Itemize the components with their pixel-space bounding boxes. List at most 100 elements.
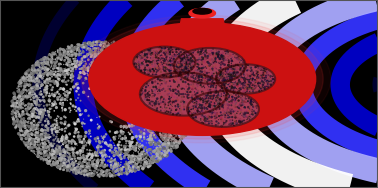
Point — [193, 68, 199, 71]
Point — [145, 95, 151, 98]
Point — [33, 103, 39, 106]
Point — [199, 104, 205, 107]
Point — [174, 69, 180, 72]
Point — [160, 137, 166, 140]
Point — [35, 131, 41, 134]
Point — [146, 73, 152, 76]
Point — [251, 109, 257, 112]
Point — [244, 90, 250, 93]
Point — [182, 87, 188, 90]
Point — [229, 56, 235, 59]
Point — [31, 143, 37, 146]
Point — [12, 127, 19, 130]
Point — [154, 151, 160, 154]
Point — [257, 86, 263, 89]
Point — [184, 102, 190, 105]
Point — [51, 61, 57, 64]
Point — [150, 59, 156, 62]
Point — [158, 141, 164, 144]
Point — [162, 151, 168, 154]
Point — [161, 74, 167, 77]
Point — [209, 107, 215, 110]
Point — [256, 68, 262, 71]
Point — [193, 111, 199, 114]
Point — [67, 91, 73, 94]
Point — [95, 68, 101, 71]
Point — [181, 82, 187, 85]
Point — [155, 157, 161, 160]
Point — [169, 95, 175, 98]
Point — [176, 81, 182, 84]
Point — [235, 75, 241, 78]
Point — [211, 60, 217, 63]
Point — [191, 106, 197, 109]
Point — [223, 68, 229, 71]
Point — [16, 113, 22, 116]
Point — [74, 83, 80, 86]
Point — [149, 103, 155, 106]
Point — [211, 93, 217, 96]
Point — [119, 89, 125, 92]
Point — [143, 86, 149, 89]
Point — [186, 114, 192, 117]
Point — [224, 74, 230, 77]
Point — [64, 136, 70, 139]
Point — [184, 53, 190, 56]
Point — [82, 167, 88, 170]
Point — [158, 70, 164, 73]
Point — [183, 63, 189, 66]
Point — [43, 70, 49, 73]
Point — [94, 74, 100, 77]
Point — [195, 80, 201, 83]
Point — [55, 138, 61, 141]
Point — [100, 82, 106, 85]
Point — [90, 44, 96, 47]
Point — [115, 161, 121, 164]
Point — [107, 172, 113, 175]
Point — [94, 55, 100, 58]
Point — [215, 102, 221, 105]
Point — [113, 149, 119, 152]
Point — [162, 66, 168, 69]
Point — [250, 84, 256, 87]
Point — [192, 76, 198, 79]
Point — [260, 86, 266, 89]
Point — [179, 115, 185, 118]
Point — [158, 97, 164, 100]
Point — [195, 81, 201, 84]
Point — [177, 107, 183, 110]
Point — [70, 47, 76, 50]
Point — [71, 161, 77, 164]
Point — [31, 79, 37, 82]
Point — [271, 79, 277, 82]
Point — [231, 92, 237, 95]
Point — [200, 97, 206, 100]
Point — [177, 97, 183, 100]
Point — [269, 75, 275, 78]
Point — [215, 122, 222, 125]
Point — [33, 64, 39, 67]
Point — [229, 85, 235, 88]
Point — [148, 143, 154, 146]
Point — [185, 61, 191, 64]
Point — [237, 82, 243, 85]
Point — [73, 65, 79, 68]
Point — [181, 115, 187, 118]
Point — [16, 97, 22, 100]
Point — [189, 105, 195, 108]
Point — [175, 69, 181, 72]
Point — [156, 143, 162, 146]
Point — [110, 49, 116, 52]
Point — [256, 76, 262, 79]
Point — [159, 82, 165, 85]
Point — [138, 53, 144, 56]
Point — [138, 55, 144, 58]
Point — [138, 152, 144, 155]
Point — [162, 72, 168, 75]
Point — [114, 60, 120, 63]
Point — [60, 155, 66, 158]
Point — [199, 108, 205, 111]
Point — [50, 125, 56, 128]
Point — [146, 165, 152, 168]
Point — [207, 53, 213, 56]
